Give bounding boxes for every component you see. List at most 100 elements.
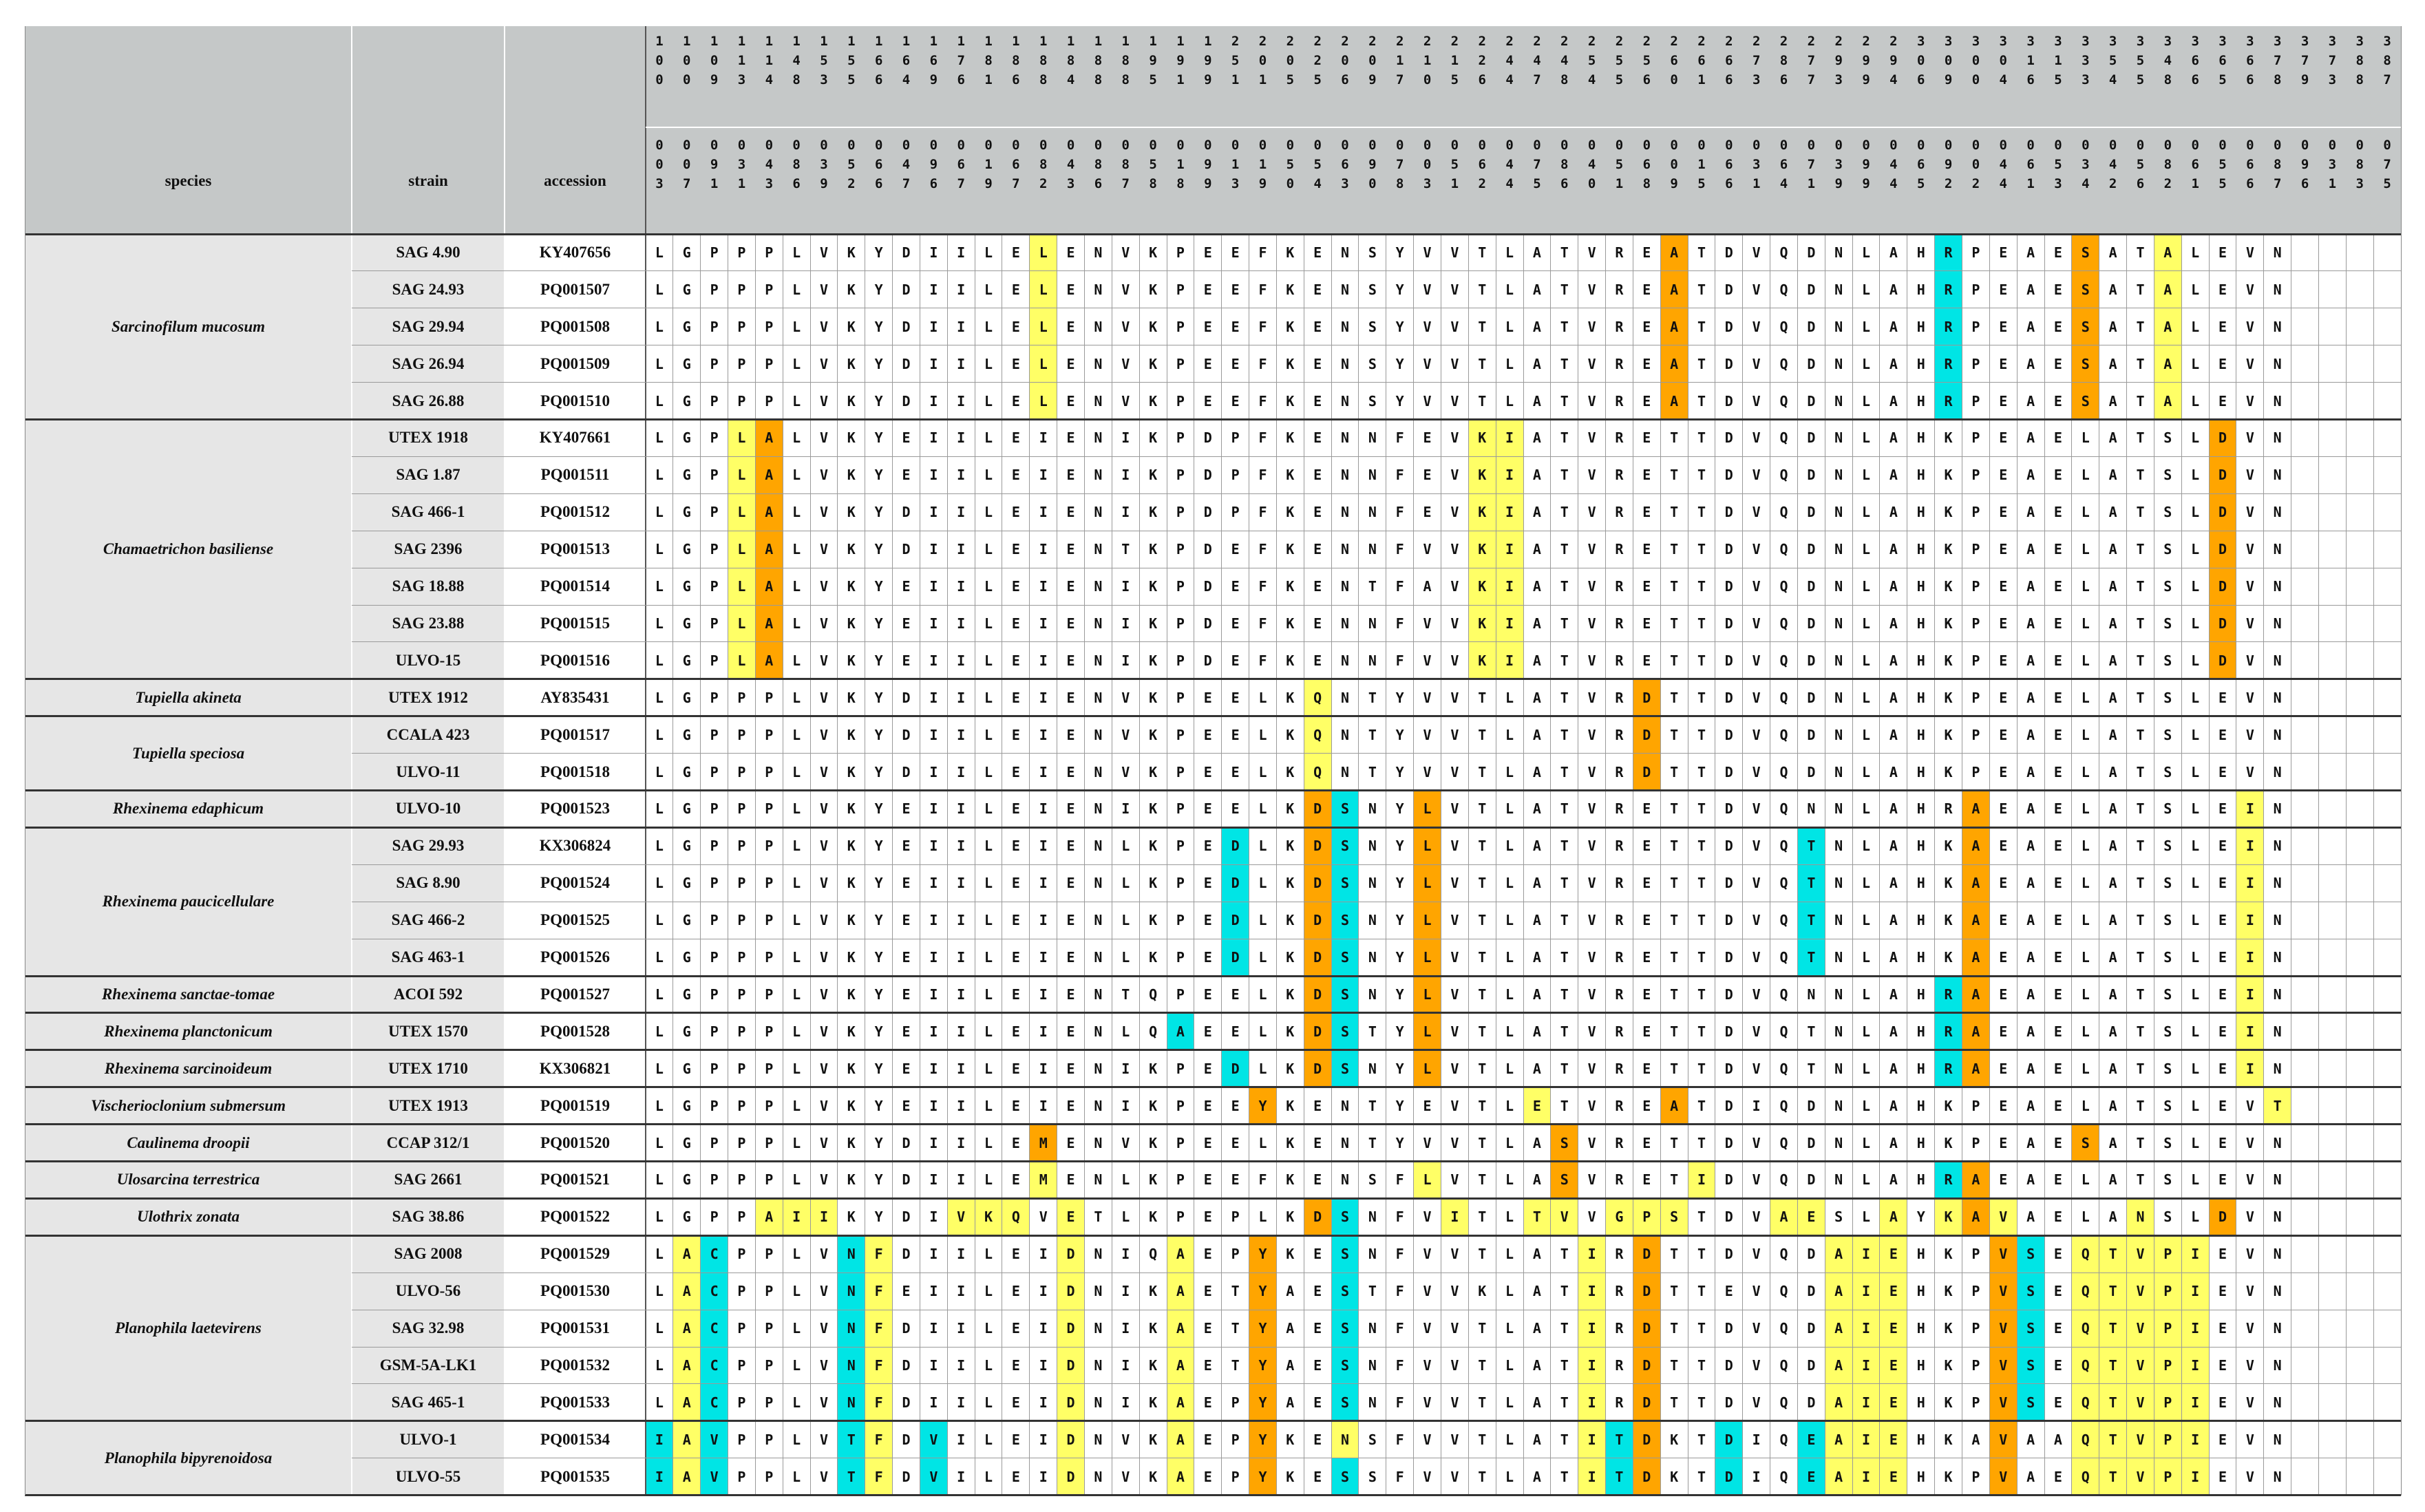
strain-cell: SAG 4.90: [352, 234, 505, 271]
residue-cell: V: [1578, 827, 1606, 865]
residue-cell: L: [975, 1050, 1002, 1087]
residue-cell: A: [2099, 1198, 2127, 1236]
residue-cell: E: [1221, 308, 1249, 345]
residue-cell: N: [1084, 1087, 1112, 1125]
residue-cell: K: [1139, 1420, 1167, 1458]
residue-cell: D: [1797, 419, 1825, 457]
residue-cell: L: [646, 790, 673, 828]
residue-cell: P: [1167, 270, 1194, 308]
residue-cell: N: [1825, 1050, 1853, 1087]
residue-cell: S: [1358, 270, 1386, 308]
residue-cell: G: [673, 864, 701, 902]
residue-cell: V: [2236, 1124, 2264, 1162]
residue-cell: E: [1989, 1050, 2018, 1087]
residue-cell: T: [1550, 1310, 1578, 1347]
position-number-bottom: 0 6 6: [2236, 136, 2264, 233]
position-number-bottom: 0 8 2: [2154, 136, 2181, 233]
residue-cell: L: [2181, 1198, 2210, 1236]
residue-cell: E: [1057, 234, 1085, 271]
residue-cell: L: [783, 1458, 811, 1495]
residue-cell: E: [2044, 679, 2072, 716]
strain-cell: UTEX 1710: [352, 1050, 505, 1087]
residue-cell: A: [1523, 1273, 1551, 1310]
residue-cell: Y: [865, 827, 893, 865]
residue-cell: T: [1112, 976, 1140, 1013]
residue-cell: T: [1550, 531, 1578, 568]
residue-cell: L: [646, 531, 673, 568]
position-number-bottom: 0 4 0: [1578, 136, 1606, 233]
residue-cell: P: [728, 1235, 756, 1273]
residue-cell: A: [2017, 902, 2045, 939]
residue-cell: Q: [1770, 1124, 1798, 1162]
residue-cell: R: [1605, 531, 1633, 568]
residue-cell: I: [947, 790, 975, 828]
residue-cell: F: [1249, 308, 1277, 345]
residue-cell: F: [1386, 1273, 1414, 1310]
residue-cell: A: [1879, 753, 1907, 791]
residue-cell: A: [1825, 1310, 1853, 1347]
strain-cell: CCAP 312/1: [352, 1124, 505, 1162]
residue-cell: A: [1523, 1235, 1551, 1273]
residue-cell: K: [1276, 1198, 1304, 1236]
residue-cell: H: [1907, 641, 1935, 679]
residue-cell: T: [1660, 1383, 1688, 1421]
residue-cell: N: [1825, 939, 1853, 976]
residue-cell: D: [1715, 790, 1743, 828]
residue-cell: V: [1413, 1273, 1441, 1310]
table-right-line: [2400, 26, 2402, 1495]
residue-cell: T: [1688, 1458, 1715, 1495]
residue-cell: Y: [1249, 1273, 1277, 1310]
residue-cell: P: [1167, 308, 1194, 345]
residue-cell: V: [1441, 1124, 1469, 1162]
residue-cell: E: [1633, 308, 1661, 345]
residue-cell: P: [1962, 568, 1990, 605]
residue-cell: V: [1742, 493, 1770, 531]
residue-cell: N: [1358, 1383, 1386, 1421]
residue-cell: K: [1276, 1420, 1304, 1458]
accession-cell: PQ001516: [505, 641, 646, 679]
residue-cell: L: [1029, 345, 1057, 383]
residue-cell: I: [1496, 641, 1523, 679]
residue-cell: L: [2181, 939, 2210, 976]
residue-cell: V: [1112, 308, 1140, 345]
residue-cell: Q: [1770, 864, 1798, 902]
residue-cell: T: [1688, 1347, 1715, 1384]
residue-cell: E: [2209, 716, 2236, 754]
residue-cell: S: [2017, 1273, 2045, 1310]
position-number-bottom: 0 0 2: [1962, 136, 1990, 233]
residue-cell: I: [1112, 1383, 1140, 1421]
residue-cell: I: [1029, 1050, 1057, 1087]
residue-cell: L: [2071, 790, 2099, 828]
residue-cell: P: [728, 753, 756, 791]
residue-cell: V: [1742, 1124, 1770, 1162]
residue-cell: A: [1167, 1458, 1194, 1495]
residue-cell: N: [2263, 1124, 2291, 1162]
residue-cell: T: [1358, 1273, 1386, 1310]
position-number-top: 3 5 5: [2127, 32, 2154, 126]
residue-cell: P: [755, 1458, 783, 1495]
residue-cell: Y: [865, 382, 893, 420]
residue-cell: V: [810, 827, 838, 865]
residue-cell: A: [1879, 716, 1907, 754]
residue-cell: D: [1797, 1273, 1825, 1310]
residue-cell: A: [1879, 902, 1907, 939]
row-line: [352, 753, 2401, 754]
residue-cell: T: [1660, 568, 1688, 605]
residue-cell: L: [1413, 827, 1441, 865]
residue-cell: Q: [1139, 1012, 1167, 1050]
residue-cell: L: [1496, 827, 1523, 865]
residue-cell: D: [1715, 568, 1743, 605]
residue-cell: Y: [1386, 1124, 1414, 1162]
residue-cell: N: [1084, 827, 1112, 865]
residue-cell: L: [1413, 1050, 1441, 1087]
residue-cell: P: [700, 531, 728, 568]
residue-cell: A: [1879, 939, 1907, 976]
residue-cell: V: [947, 1198, 975, 1236]
residue-cell: A: [1879, 1124, 1907, 1162]
residue-cell: D: [1797, 270, 1825, 308]
residue-cell: L: [975, 1273, 1002, 1310]
residue-cell: V: [2236, 605, 2264, 642]
residue-cell: D: [2209, 493, 2236, 531]
residue-cell: S: [1331, 1198, 1359, 1236]
residue-cell: V: [1742, 864, 1770, 902]
